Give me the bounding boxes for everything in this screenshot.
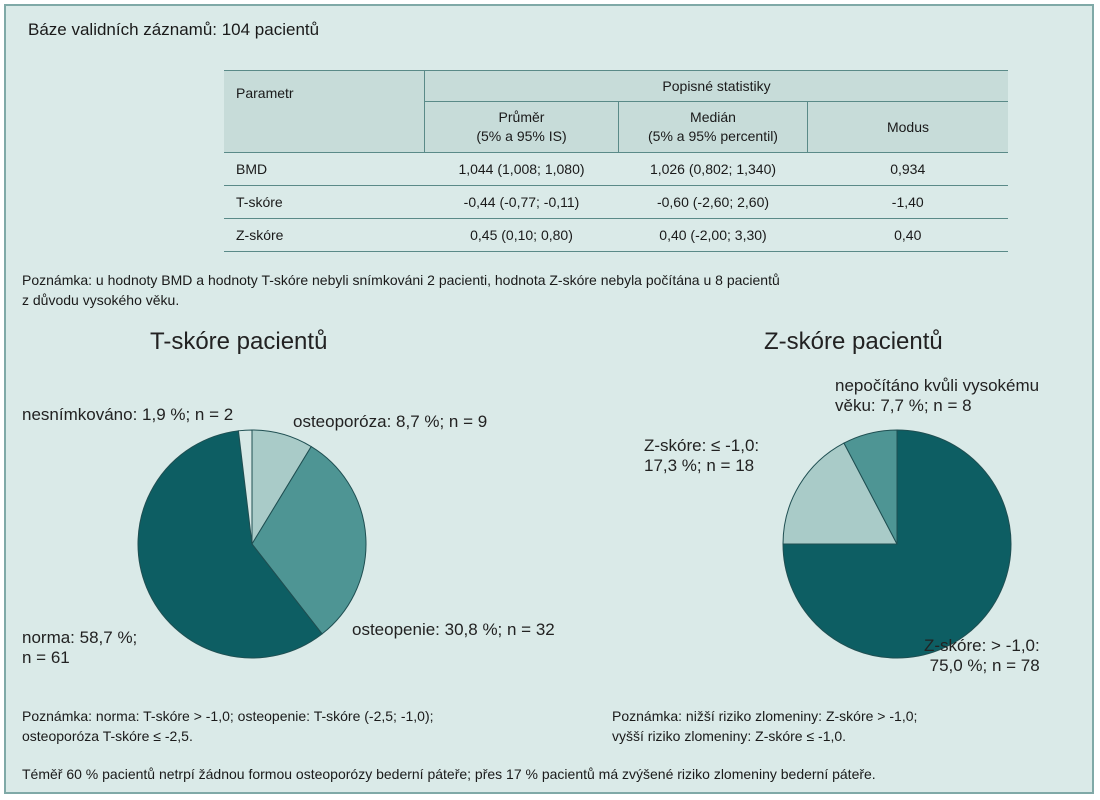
table-row: Z-skóre 0,45 (0,10; 0,80) 0,40 (-2,00; 3… [224, 218, 1008, 252]
t-score-slice-1 [251, 445, 367, 635]
cell-mode: 0,40 [807, 218, 1008, 252]
t-label-osteopenia: osteopenie: 30,8 %; n = 32 [352, 620, 555, 639]
z-label-not-computed-line1: nepočítáno kvůli vysokému [835, 376, 1040, 395]
t-label-not-scanned: nesnímkováno: 1,9 %; n = 2 [22, 405, 234, 424]
cell-mode: -1,40 [807, 185, 1008, 219]
table-header-mode: Modus [807, 101, 1008, 153]
cell-param: T-skóre [224, 185, 425, 219]
z-label-below-line1: Z-skóre: ≤ -1,0: [644, 436, 760, 455]
header-median-line1: Medián [690, 109, 736, 125]
table-header-median: Medián (5% a 95% percentil) [618, 101, 808, 153]
cell-param: BMD [224, 152, 425, 186]
t-label-normal-line2: n = 61 [22, 648, 70, 667]
table-row: T-skóre -0,44 (-0,77; -0,11) -0,60 (-2,6… [224, 185, 1008, 219]
table-header-mean: Průměr (5% a 95% IS) [424, 101, 619, 153]
cell-median: 0,40 (-2,00; 3,30) [618, 218, 808, 252]
header-mean-line2: (5% a 95% IS) [476, 128, 567, 144]
t-label-osteoporosis: osteoporóza: 8,7 %; n = 9 [293, 412, 488, 431]
table-header-parameter: Parametr [224, 70, 425, 153]
z-score-slice-1 [782, 442, 898, 545]
cell-param: Z-skóre [224, 218, 425, 252]
z-label-above: Z-skóre: > -1,0: 75,0 %; n = 78 [924, 636, 1040, 676]
t-score-slice-2 [137, 430, 323, 659]
z-score-slice-0 [782, 429, 1012, 659]
cell-median: -0,60 (-2,60; 2,60) [618, 185, 808, 219]
z-label-not-computed: nepočítáno kvůli vysokému věku: 7,7 %; n… [835, 376, 1039, 416]
z-score-pie-chart [782, 429, 1012, 659]
footer-summary: Téměř 60 % pacientů netrpí žádnou formou… [22, 766, 876, 782]
z-label-below: Z-skóre: ≤ -1,0: 17,3 %; n = 18 [644, 436, 759, 476]
header-median-line2: (5% a 95% percentil) [648, 128, 778, 144]
z-label-below-line2: 17,3 %; n = 18 [644, 456, 755, 475]
note-top-line1: Poznámka: u hodnoty BMD a hodnoty T-skór… [22, 272, 780, 288]
z-score-chart-title: Z-skóre pacientů [764, 328, 943, 355]
statistics-table: Parametr Popisné statistiky Průměr (5% a… [224, 70, 1008, 252]
header-mean-line1: Průměr [498, 109, 545, 125]
cell-mode: 0,934 [807, 152, 1008, 186]
note-left-line1: Poznámka: norma: T-skóre > -1,0; osteope… [22, 708, 434, 724]
note-right-line1: Poznámka: nižší riziko zlomeniny: Z-skór… [612, 708, 918, 724]
z-label-above-line2: 75,0 %; n = 78 [929, 656, 1040, 675]
note-left: Poznámka: norma: T-skóre > -1,0; osteope… [22, 706, 434, 746]
cell-mean: -0,44 (-0,77; -0,11) [424, 185, 619, 219]
t-score-chart-title: T-skóre pacientů [150, 328, 328, 355]
note-right: Poznámka: nižší riziko zlomeniny: Z-skór… [612, 706, 917, 746]
note-top-line2: z důvodu vysokého věku. [22, 292, 180, 308]
cell-mean: 0,45 (0,10; 0,80) [424, 218, 619, 252]
t-score-pie-chart [137, 429, 367, 659]
cell-median: 1,026 (0,802; 1,340) [618, 152, 808, 186]
table-header-group: Popisné statistiky [424, 70, 1008, 102]
t-label-normal: norma: 58,7 %; n = 61 [22, 628, 137, 668]
table-row: BMD 1,044 (1,008; 1,080) 1,026 (0,802; 1… [224, 152, 1008, 186]
note-top: Poznámka: u hodnoty BMD a hodnoty T-skór… [22, 270, 1022, 310]
header-mode-line1: Modus [886, 118, 930, 135]
base-records-text: Báze validních záznamů: 104 pacientů [28, 20, 320, 39]
note-right-line2: vyšší riziko zlomeniny: Z-skóre ≤ -1,0. [612, 728, 847, 744]
t-label-normal-line1: norma: 58,7 %; [22, 628, 138, 647]
z-score-slice-2 [843, 429, 898, 545]
note-left-line2: osteoporóza T-skóre ≤ -2,5. [22, 728, 193, 744]
z-label-not-computed-line2: věku: 7,7 %; n = 8 [835, 396, 972, 415]
cell-mean: 1,044 (1,008; 1,080) [424, 152, 619, 186]
t-score-slice-3 [237, 429, 253, 545]
z-label-above-line1: Z-skóre: > -1,0: [924, 636, 1040, 655]
